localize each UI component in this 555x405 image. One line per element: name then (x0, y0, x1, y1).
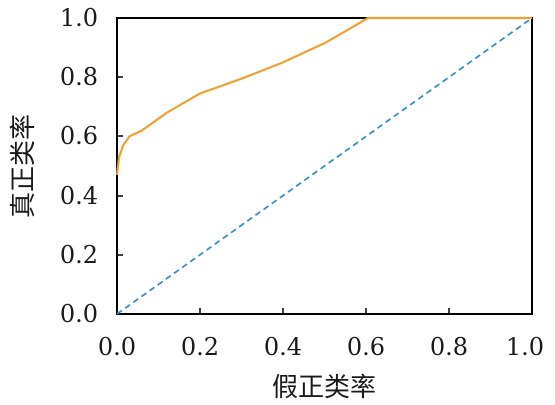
x-tick-label: 0.0 (98, 333, 136, 361)
x-tick-marks (116, 308, 533, 314)
y-tick-marks (117, 17, 123, 315)
y-tick-label: 0.4 (60, 182, 98, 210)
x-axis-label: 假正类率 (272, 373, 376, 403)
series-layer (115, 16, 533, 315)
y-tick-label: 0.0 (60, 300, 98, 328)
x-tick-label: 0.6 (347, 333, 385, 361)
y-tick-label: 0.2 (60, 241, 98, 269)
x-tick-label: 0.4 (264, 333, 302, 361)
y-tick-label: 1.0 (60, 4, 98, 32)
roc-curve-line (115, 16, 532, 176)
y-axis-label: 真正类率 (9, 114, 39, 218)
y-tick-label: 0.6 (60, 122, 98, 150)
x-tick-label: 0.2 (181, 333, 219, 361)
random-classifier-line (116, 17, 533, 315)
x-tick-label: 1.0 (506, 333, 544, 361)
x-tick-label: 0.8 (430, 333, 468, 361)
y-tick-label: 0.8 (60, 63, 98, 91)
